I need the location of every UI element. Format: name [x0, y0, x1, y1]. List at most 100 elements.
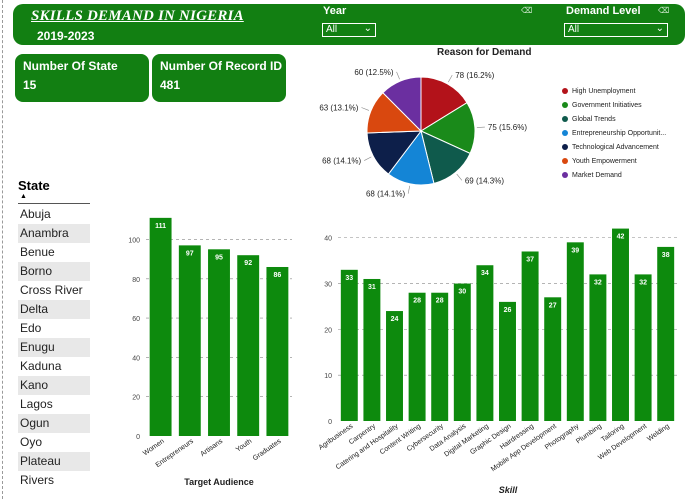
kpi-card-record-count: Number Of Record ID 481 [152, 54, 286, 102]
report-subtitle: 2019-2023 [37, 29, 95, 43]
bar-web-development[interactable] [634, 274, 652, 421]
x-tick-label: Plumbing [575, 423, 603, 446]
bar-value-label: 97 [186, 250, 194, 257]
state-item-abuja[interactable]: Abuja [20, 207, 51, 221]
state-item-benue[interactable]: Benue [20, 245, 55, 259]
pie-leader-line [396, 71, 400, 80]
state-item-lagos[interactable]: Lagos [20, 397, 53, 411]
year-filter-dropdown[interactable]: All ⌄ [322, 23, 376, 37]
state-item-edo[interactable]: Edo [20, 321, 42, 335]
state-item-kaduna[interactable]: Kaduna [20, 359, 62, 373]
bar-value-label: 32 [639, 279, 647, 286]
kpi-card-state-count: Number Of State 15 [15, 54, 149, 102]
state-item-enugu[interactable]: Enugu [18, 338, 90, 357]
bar-hairdressing[interactable] [521, 251, 539, 421]
legend-marker [562, 130, 568, 136]
state-item-kano[interactable]: Kano [18, 376, 90, 395]
legend-label: Market Demand [572, 171, 622, 179]
state-item-delta[interactable]: Delta [18, 300, 90, 319]
legend-item-youth-empowerment[interactable]: Youth Empowerment [562, 154, 666, 168]
bar-value-label: 30 [458, 289, 466, 296]
bar-youth[interactable] [237, 255, 260, 436]
pie-chart: 78 (16.2%) 75 (15.6%) 69 (14.3%) 68 (14.1%)… [319, 68, 527, 198]
bar-artisans[interactable] [208, 249, 230, 436]
x-tick-label: Youth [235, 438, 254, 454]
x-axis-title: Skill [499, 485, 518, 495]
pie-slice-high-unemployment[interactable] [420, 76, 468, 132]
year-filter-clear-icon[interactable]: ⌫ [521, 6, 533, 15]
bar-value-label: 86 [274, 272, 282, 279]
kpi-value: 15 [23, 78, 37, 92]
bar-value-label: 42 [617, 234, 625, 241]
legend-label: Youth Empowerment [572, 157, 637, 165]
target-audience-chart: 020406080100111Women97Entrepreneurs95Art… [128, 217, 292, 487]
demand-filter-clear-icon[interactable]: ⌫ [658, 6, 670, 15]
x-tick-label: Welding [646, 423, 671, 443]
legend-marker [562, 116, 568, 122]
demand-filter-dropdown[interactable]: All ⌄ [564, 23, 668, 37]
state-item-rivers[interactable]: Rivers [20, 473, 55, 487]
sort-ascending-icon[interactable]: ▲ [20, 193, 27, 200]
legend-label: High Unemployment [572, 87, 636, 95]
bar-entrepreneurs[interactable] [178, 245, 201, 436]
pie-data-label: 69 (14.3%) [465, 176, 504, 185]
legend-item-global-trends[interactable]: Global Trends [562, 112, 666, 126]
bar-value-label: 31 [368, 284, 376, 291]
kpi-label: Number Of State [23, 59, 118, 73]
bar-graphic-design[interactable] [499, 301, 516, 421]
year-filter-value: All [326, 24, 338, 35]
pie-leader-line [364, 156, 372, 161]
demand-filter-label: Demand Level [566, 5, 641, 17]
y-tick-label: 100 [128, 237, 140, 244]
y-tick-label: 40 [324, 236, 332, 243]
pie-data-label: 68 (14.1%) [322, 157, 361, 166]
bar-mobile-app-development[interactable] [544, 297, 562, 421]
bar-value-label: 27 [549, 302, 557, 309]
state-item-anambra[interactable]: Anambra [18, 224, 90, 243]
bar-cybersecurity[interactable] [431, 292, 449, 421]
x-tick-label: Artisans [199, 438, 224, 459]
bar-data-analysis[interactable] [453, 283, 471, 421]
pie-leader-line [448, 74, 453, 83]
bar-graduates[interactable] [266, 266, 289, 436]
bar-catering-and-hospitality[interactable] [386, 311, 403, 421]
legend-item-entrepreneurship-opportunit[interactable]: Entrepreneurship Opportunit... [562, 126, 666, 140]
pie-slice-market-demand[interactable] [382, 76, 422, 133]
legend-marker [562, 102, 568, 108]
bar-women[interactable] [149, 217, 172, 436]
pie-data-label: 60 (12.5%) [354, 68, 393, 77]
year-filter-label: Year [323, 5, 347, 17]
bar-welding[interactable] [657, 246, 675, 421]
pie-leader-line [456, 173, 463, 181]
canvas-edge [2, 0, 3, 499]
legend-item-government-initiatives[interactable]: Government Initiatives [562, 98, 666, 112]
legend-marker [562, 158, 568, 164]
state-item-oyo[interactable]: Oyo [20, 435, 43, 449]
state-slicer: Abuja Anambra Benue Borno Cross River Delta Ed… [18, 205, 90, 490]
pie-slice-government-initiatives[interactable] [419, 101, 476, 155]
bar-content-writing[interactable] [408, 292, 426, 421]
bar-plumbing[interactable] [589, 274, 607, 421]
bar-agribusiness[interactable] [340, 269, 358, 421]
legend-label: Entrepreneurship Opportunit... [572, 129, 667, 137]
chevron-down-icon: ⌄ [655, 23, 664, 34]
legend-item-high-unemployment[interactable]: High Unemployment [562, 84, 666, 98]
pie-leader-line [407, 185, 411, 194]
state-item-cross-river[interactable]: Cross River [20, 283, 83, 297]
pie-data-label: 78 (16.2%) [455, 71, 494, 80]
bar-tailoring[interactable] [612, 228, 629, 421]
state-item-plateau[interactable]: Plateau [18, 452, 90, 471]
bar-photography[interactable] [566, 242, 584, 421]
state-item-borno[interactable]: Borno [18, 262, 90, 281]
x-axis-title: Target Audience [184, 477, 254, 487]
bar-value-label: 32 [594, 279, 602, 286]
y-tick-label: 80 [132, 277, 140, 284]
legend-item-market-demand[interactable]: Market Demand [562, 168, 666, 182]
bar-value-label: 39 [571, 247, 579, 254]
state-item-ogun[interactable]: Ogun [18, 414, 90, 433]
bar-carpentry[interactable] [363, 278, 381, 421]
bar-digital-marketing[interactable] [476, 265, 494, 421]
pie-data-label: 63 (13.1%) [319, 104, 358, 113]
y-tick-label: 30 [324, 282, 332, 289]
legend-item-technological-advancement[interactable]: Technological Advancement [562, 140, 666, 154]
